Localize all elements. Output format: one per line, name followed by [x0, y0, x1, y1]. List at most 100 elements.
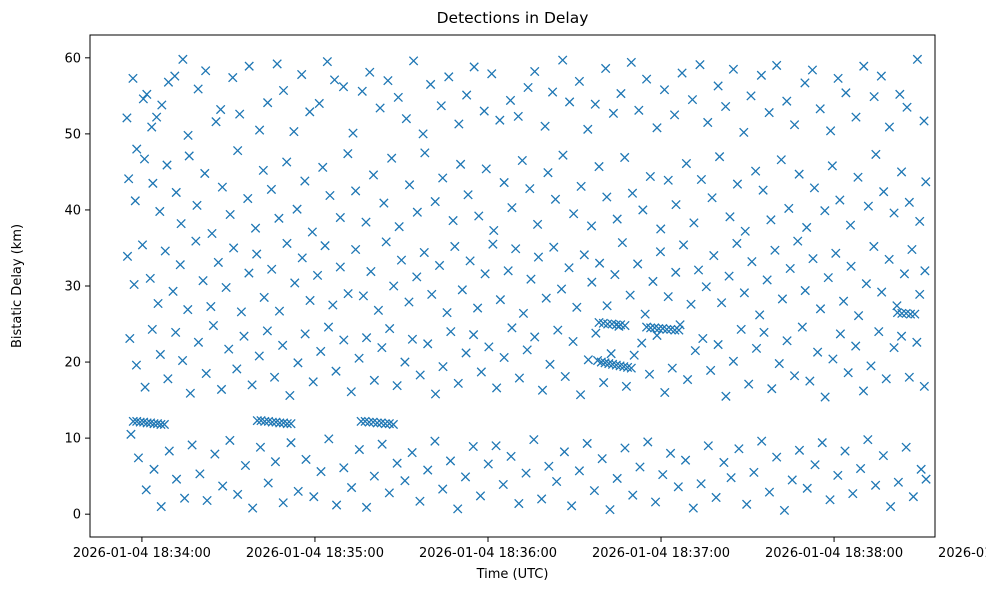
data-point: [794, 169, 804, 179]
data-point: [387, 153, 397, 163]
data-point: [498, 479, 508, 490]
data-point: [626, 57, 636, 68]
data-point: [732, 238, 742, 249]
data-point: [301, 454, 311, 465]
data-point: [669, 110, 680, 120]
y-tick-label: 30: [64, 280, 81, 295]
data-point: [602, 301, 612, 311]
data-point: [754, 310, 765, 320]
data-point: [324, 434, 334, 444]
data-point: [533, 252, 544, 262]
data-point: [335, 262, 345, 272]
data-point: [904, 372, 914, 382]
x-tick-label: 2026-01-04 18:36:00: [419, 546, 557, 561]
data-point: [225, 209, 235, 220]
data-point: [645, 171, 656, 182]
data-point: [635, 462, 645, 472]
data-point: [463, 190, 473, 200]
data-point: [572, 302, 582, 312]
data-point: [361, 217, 371, 227]
x-tick-label: 2026-01-04 18:35:00: [246, 546, 384, 561]
data-point: [709, 250, 719, 261]
data-point: [688, 503, 698, 513]
data-point: [483, 459, 493, 469]
data-point: [851, 341, 861, 351]
data-point: [725, 212, 735, 222]
data-point: [600, 63, 611, 74]
data-point: [587, 277, 597, 287]
data-point: [256, 415, 266, 426]
data-point: [163, 374, 173, 384]
data-point: [658, 469, 668, 480]
data-point: [177, 355, 188, 366]
data-point: [224, 344, 234, 354]
data-point: [805, 376, 815, 386]
data-point: [665, 448, 676, 458]
data-point: [300, 329, 310, 339]
data-point: [384, 323, 395, 334]
data-point: [307, 227, 318, 237]
data-point: [247, 380, 257, 390]
data-point: [910, 309, 920, 319]
data-point: [400, 476, 410, 486]
data-point: [747, 257, 757, 267]
data-point: [487, 69, 497, 79]
data-point: [619, 361, 629, 372]
data-point: [835, 195, 845, 205]
data-point: [766, 215, 776, 225]
data-point: [430, 436, 440, 446]
data-point: [480, 269, 490, 279]
data-point: [258, 165, 268, 176]
data-point: [388, 419, 399, 430]
data-point: [314, 98, 324, 109]
data-point: [896, 331, 907, 341]
data-point: [262, 326, 273, 336]
data-point: [430, 196, 440, 207]
data-point: [662, 324, 672, 335]
data-point: [716, 298, 727, 308]
data-point: [846, 261, 856, 271]
data-point: [793, 236, 803, 246]
data-point: [904, 197, 914, 207]
data-point: [183, 130, 193, 141]
data-point: [156, 501, 166, 512]
data-point: [503, 266, 513, 276]
data-point: [605, 504, 615, 515]
data-point: [749, 467, 759, 478]
data-point: [244, 61, 254, 71]
data-point: [507, 323, 517, 333]
data-point: [423, 465, 433, 475]
data-point: [671, 199, 681, 210]
x-tick-label: 2026-01-04 18:34:00: [73, 546, 211, 561]
data-point: [460, 472, 471, 482]
data-point: [267, 264, 277, 274]
data-point: [734, 444, 744, 454]
data-point: [149, 464, 159, 474]
data-point: [627, 188, 638, 198]
data-point: [278, 85, 289, 96]
data-point: [514, 498, 524, 509]
data-point: [292, 204, 302, 214]
data-point: [255, 442, 266, 452]
data-point: [210, 449, 220, 459]
x-tick-label: 2026-01-04 18:39:00: [938, 546, 986, 561]
data-point: [648, 276, 658, 287]
data-point: [175, 260, 185, 270]
data-point: [365, 67, 375, 77]
data-point: [823, 272, 833, 283]
data-point: [331, 366, 341, 376]
data-point: [270, 457, 281, 467]
data-point: [644, 369, 655, 379]
data-point: [384, 488, 395, 498]
data-point: [389, 281, 399, 291]
data-point: [663, 175, 673, 185]
data-point: [895, 89, 905, 99]
data-point: [698, 333, 708, 344]
data-point: [851, 112, 861, 122]
data-point: [123, 174, 134, 184]
data-point: [536, 494, 547, 504]
data-point: [840, 446, 850, 456]
y-tick-label: 50: [64, 127, 81, 142]
data-point: [617, 237, 628, 248]
data-point: [216, 384, 227, 395]
